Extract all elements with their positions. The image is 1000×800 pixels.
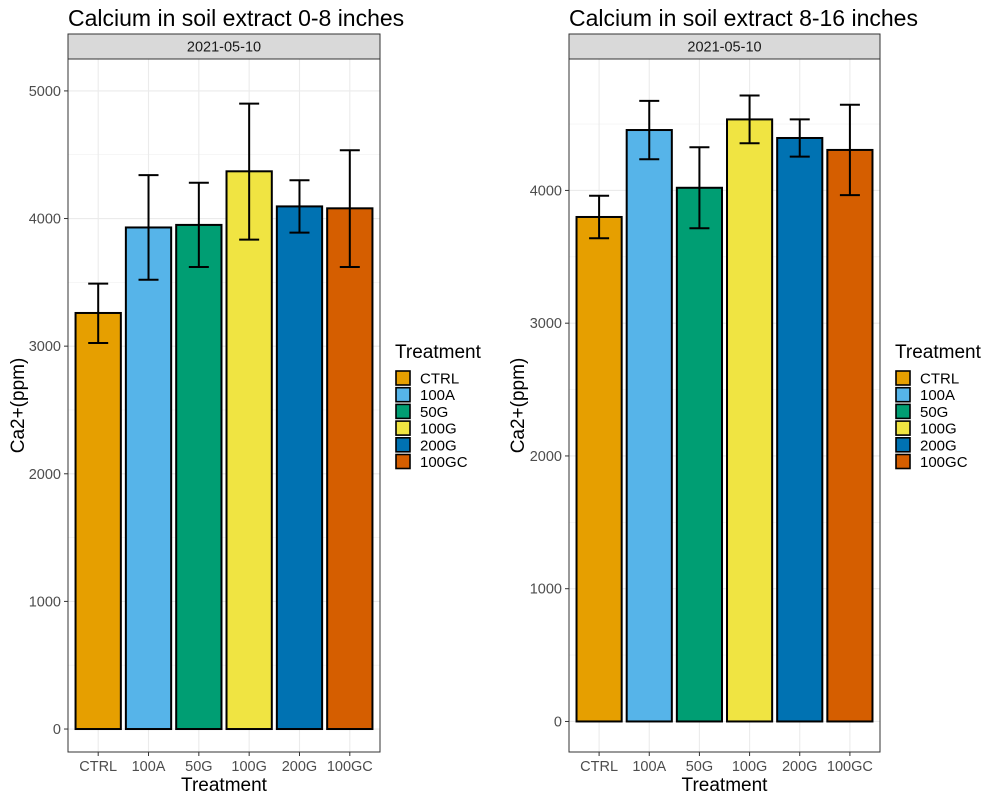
bar-100gc (326, 207, 374, 731)
y-tick-label: 1000 (29, 594, 61, 610)
y-tick-label: 4000 (29, 212, 61, 228)
x-tick-label: 100G (231, 759, 266, 775)
panel-border (67, 58, 381, 753)
x-axis-title: Treatment (682, 775, 769, 796)
legend-label-100a: 100A (920, 387, 955, 404)
chart-title: Calcium in soil extract 8-16 inches (569, 5, 918, 31)
bar-100g (726, 118, 774, 723)
legend-key-100g (395, 420, 411, 436)
bar-100g (225, 170, 273, 731)
y-tick-label: 4000 (530, 183, 562, 199)
x-tick-label: 200G (782, 759, 817, 775)
facet-strip-label: 2021-05-10 (687, 40, 761, 56)
panel-border (568, 58, 881, 753)
legend-label-50g: 50G (920, 404, 948, 421)
bar-50g (675, 186, 723, 723)
legend-label-ctrl: CTRL (420, 371, 459, 388)
error-bar-50g (188, 181, 209, 269)
x-axis-title: Treatment (181, 775, 268, 796)
x-tick-label: 200G (282, 759, 317, 775)
bar-200g (275, 205, 324, 731)
legend-label-ctrl: CTRL (920, 371, 959, 388)
y-axis-title: Ca2+(ppm) (8, 358, 29, 454)
error-bar-50g (689, 146, 710, 230)
y-tick-label: 2000 (29, 467, 61, 483)
x-tick-label: 50G (185, 759, 212, 775)
bar-100a (625, 129, 673, 723)
x-tick-label: 100GC (327, 759, 373, 775)
chart-panel-1: Calcium in soil extract 0-8 inches 2021-0… (8, 5, 482, 796)
y-tick-label: 3000 (29, 339, 61, 355)
legend-key-100g (895, 420, 911, 436)
y-tick-label: 3000 (530, 316, 562, 332)
facet-strip-label: 2021-05-10 (187, 40, 261, 56)
legend-label-50g: 50G (420, 404, 448, 421)
legend-key-ctrl (895, 370, 911, 386)
error-bar-100g (739, 94, 760, 145)
chart-panel-2: Calcium in soil extract 8-16 inches 2021-… (508, 5, 982, 796)
legend-key-200g (895, 436, 911, 453)
x-tick-label: 100GC (827, 759, 873, 775)
error-bar-ctrl (88, 282, 109, 344)
legend-label-100gc: 100GC (420, 454, 468, 471)
legend-title: Treatment (395, 342, 482, 363)
error-bar-200g (789, 118, 810, 158)
error-bar-100gc (839, 103, 860, 197)
error-bar-100gc (339, 149, 360, 269)
y-tick-label: 2000 (530, 449, 562, 465)
y-axis-title: Ca2+(ppm) (508, 358, 529, 454)
bar-ctrl (575, 215, 623, 723)
y-tick-label: 0 (554, 714, 562, 730)
legend-label-100g: 100G (920, 421, 957, 438)
y-tick-label: 5000 (29, 84, 61, 100)
legend-key-200g (395, 436, 411, 453)
legend-label-200g: 200G (920, 437, 957, 454)
error-bar-100a (138, 174, 159, 281)
legend-key-50g (395, 403, 411, 420)
legend-key-100a (395, 386, 411, 403)
legend-key-100gc (895, 453, 911, 470)
bar-100a (124, 226, 173, 731)
x-tick-label: 100G (732, 759, 767, 775)
legend-label-200g: 200G (420, 437, 457, 454)
error-bar-100a (639, 99, 660, 161)
facet-strip (67, 33, 381, 60)
legend-label-100g: 100G (420, 421, 457, 438)
legend-key-100gc (395, 453, 411, 470)
legend-label-100a: 100A (420, 387, 455, 404)
bar-ctrl (74, 311, 122, 731)
legend-label-100gc: 100GC (920, 454, 968, 471)
chart-title: Calcium in soil extract 0-8 inches (68, 5, 404, 31)
x-tick-label: 50G (686, 759, 713, 775)
error-bar-ctrl (589, 194, 610, 240)
y-tick-label: 0 (53, 722, 61, 738)
error-bar-200g (289, 179, 310, 234)
error-bar-100g (239, 102, 260, 241)
y-tick-label: 1000 (530, 582, 562, 598)
x-tick-label: CTRL (79, 759, 117, 775)
bar-100gc (826, 148, 874, 723)
bar-200g (776, 136, 824, 723)
bar-50g (175, 223, 223, 731)
legend-key-100a (895, 386, 911, 403)
x-tick-label: 100A (132, 759, 166, 775)
x-tick-label: CTRL (580, 759, 618, 775)
x-tick-label: 100A (632, 759, 666, 775)
legend-key-ctrl (395, 370, 411, 386)
legend-title: Treatment (895, 342, 982, 363)
legend-key-50g (895, 403, 911, 420)
